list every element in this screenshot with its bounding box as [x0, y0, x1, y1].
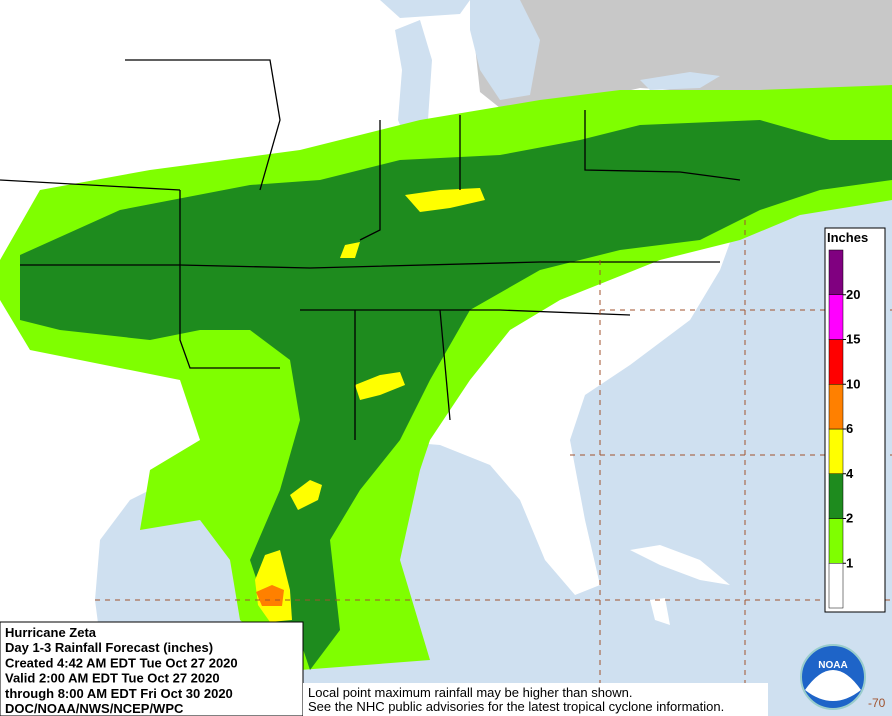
- disclaimer-line: See the NHC public advisories for the la…: [308, 699, 724, 714]
- legend-tick-label: 10: [846, 376, 860, 391]
- info-line: Valid 2:00 AM EDT Tue Oct 27 2020: [5, 671, 220, 686]
- legend-title: Inches: [827, 230, 868, 245]
- legend-swatch: [828, 294, 844, 340]
- info-box: [0, 621, 304, 716]
- noaa-logo-bird: [805, 670, 861, 701]
- legend-tick-label: 4: [846, 466, 854, 481]
- disclaimer-line: Local point maximum rainfall may be high…: [308, 685, 632, 700]
- info-line: Hurricane Zeta: [5, 625, 97, 640]
- legend-swatch: [828, 384, 844, 430]
- legend-tick-label: 6: [846, 421, 853, 436]
- legend-swatch: [828, 473, 844, 519]
- disclaimer-box: [303, 683, 768, 716]
- legend-tick-label: 1: [846, 555, 853, 570]
- logo-text: NOAA: [818, 660, 847, 671]
- legend-swatch: [828, 428, 844, 474]
- legend-swatch: [828, 339, 844, 385]
- legend-swatch: [828, 563, 844, 609]
- legend: 1 2 4 6 10 15 20: [828, 249, 860, 609]
- longitude-label: -70: [868, 696, 886, 710]
- info-line: Created 4:42 AM EDT Tue Oct 27 2020: [5, 655, 238, 670]
- rain-6in: [256, 585, 284, 606]
- legend-tick-label: 15: [846, 332, 860, 347]
- info-line: Day 1-3 Rainfall Forecast (inches): [5, 640, 213, 655]
- info-line: DOC/NOAA/NWS/NCEP/WPC: [5, 701, 184, 716]
- legend-tick-label: 20: [846, 287, 860, 302]
- legend-swatch: [828, 518, 844, 564]
- legend-tick-label: 2: [846, 511, 853, 526]
- disclaimer-text: Local point maximum rainfall may be high…: [308, 685, 724, 714]
- rain-2in: [20, 120, 892, 670]
- info-line: through 8:00 AM EDT Fri Oct 30 2020: [5, 686, 233, 701]
- islands: [630, 545, 730, 625]
- legend-swatch: [828, 249, 844, 295]
- canada: [470, 0, 892, 112]
